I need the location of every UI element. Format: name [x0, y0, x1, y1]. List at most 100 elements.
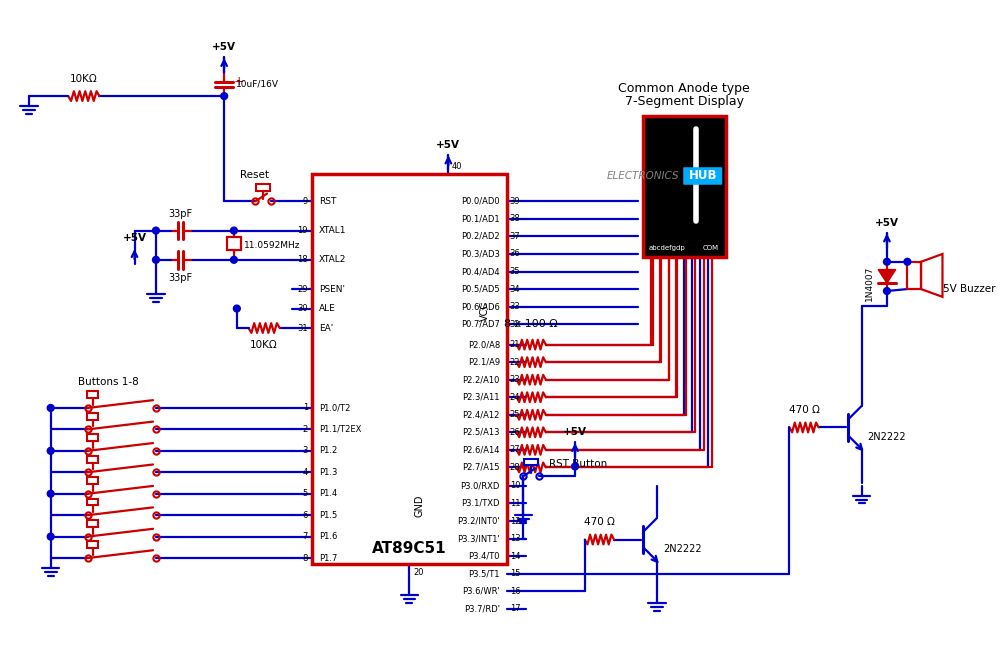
Text: 8: 8 — [303, 554, 308, 563]
Bar — [227, 237, 241, 250]
Text: 2: 2 — [303, 425, 308, 434]
Text: 40: 40 — [451, 162, 462, 171]
Text: ALE: ALE — [319, 304, 335, 313]
Circle shape — [904, 258, 911, 265]
Text: P0.7/AD7: P0.7/AD7 — [461, 320, 500, 329]
Text: P0.4/AD4: P0.4/AD4 — [461, 267, 500, 276]
Text: 22: 22 — [510, 358, 520, 366]
Bar — [87, 413, 98, 420]
Text: P1.3: P1.3 — [319, 468, 337, 476]
Text: EA': EA' — [319, 324, 333, 333]
Text: abcdefgdp: abcdefgdp — [649, 245, 686, 251]
Text: 36: 36 — [510, 250, 520, 258]
Text: P2.1/A9: P2.1/A9 — [468, 358, 500, 366]
Text: 11: 11 — [510, 499, 520, 508]
Circle shape — [47, 405, 54, 411]
Text: 25: 25 — [510, 411, 520, 419]
Text: P2.0/A8: P2.0/A8 — [468, 340, 500, 349]
Bar — [87, 434, 98, 441]
Text: 21: 21 — [510, 340, 520, 349]
Text: 7: 7 — [303, 532, 308, 541]
Text: 8 x 100 Ω: 8 x 100 Ω — [504, 319, 558, 329]
Text: +5V: +5V — [563, 427, 587, 437]
Text: P2.6/A14: P2.6/A14 — [462, 445, 500, 454]
Text: PSEN': PSEN' — [319, 285, 345, 293]
Text: P1.0/T2: P1.0/T2 — [319, 403, 350, 413]
Text: 19: 19 — [297, 226, 308, 235]
Text: 23: 23 — [510, 375, 520, 384]
Text: P1.7: P1.7 — [319, 554, 337, 563]
Bar — [524, 459, 538, 465]
Text: P3.4/T0: P3.4/T0 — [468, 552, 500, 561]
Circle shape — [572, 463, 578, 470]
Text: VCC: VCC — [480, 301, 490, 320]
Bar — [87, 542, 98, 548]
Text: 2N2222: 2N2222 — [867, 432, 906, 442]
Text: 10uF/16V: 10uF/16V — [236, 80, 279, 89]
Text: P3.7/RD': P3.7/RD' — [464, 604, 500, 614]
Text: 3: 3 — [303, 446, 308, 455]
Text: 33: 33 — [510, 302, 520, 311]
Text: P0.3/AD3: P0.3/AD3 — [461, 250, 500, 258]
Circle shape — [153, 227, 159, 234]
Text: Common Anode type: Common Anode type — [618, 82, 750, 95]
Bar — [907, 262, 921, 289]
Text: 17: 17 — [510, 604, 520, 614]
Text: HUB: HUB — [688, 169, 717, 183]
Text: 5V Buzzer: 5V Buzzer — [943, 284, 996, 294]
Text: 30: 30 — [297, 304, 308, 313]
Text: Reset: Reset — [240, 170, 269, 180]
Text: P1.4: P1.4 — [319, 489, 337, 498]
Circle shape — [233, 305, 240, 312]
Text: 9: 9 — [303, 197, 308, 206]
Bar — [87, 391, 98, 398]
Text: 15: 15 — [510, 569, 520, 578]
Text: 28: 28 — [510, 463, 520, 472]
Circle shape — [153, 256, 159, 263]
Text: 6: 6 — [303, 511, 308, 520]
Text: P2.4/A12: P2.4/A12 — [463, 411, 500, 419]
Text: P1.6: P1.6 — [319, 532, 337, 541]
Text: 32: 32 — [510, 320, 520, 329]
Text: 39: 39 — [510, 197, 520, 206]
Circle shape — [231, 227, 237, 234]
Text: 27: 27 — [510, 445, 520, 454]
Text: P3.0/RXD: P3.0/RXD — [461, 482, 500, 490]
Text: P3.5/T1: P3.5/T1 — [468, 569, 500, 578]
Text: P0.6/AD6: P0.6/AD6 — [461, 302, 500, 311]
Text: +5V: +5V — [436, 140, 460, 150]
Text: +: + — [234, 75, 245, 88]
Text: XTAL2: XTAL2 — [319, 255, 346, 264]
Circle shape — [884, 258, 890, 265]
Bar — [87, 456, 98, 463]
Text: 5: 5 — [303, 489, 308, 498]
Text: P1.2: P1.2 — [319, 446, 337, 455]
Text: P0.1/AD1: P0.1/AD1 — [461, 214, 500, 223]
Text: 34: 34 — [510, 285, 520, 293]
FancyBboxPatch shape — [683, 167, 722, 185]
Text: 24: 24 — [510, 393, 520, 402]
Bar — [312, 174, 507, 564]
Text: 1: 1 — [303, 403, 308, 413]
Text: 20: 20 — [413, 568, 424, 577]
Text: P3.3/INT1': P3.3/INT1' — [457, 534, 500, 543]
Text: RST: RST — [319, 197, 336, 206]
Circle shape — [47, 533, 54, 540]
Text: 7-Segment Display: 7-Segment Display — [625, 96, 744, 109]
Bar — [87, 499, 98, 505]
Text: P2.2/A10: P2.2/A10 — [463, 375, 500, 384]
Text: P1.1/T2EX: P1.1/T2EX — [319, 425, 361, 434]
Text: 14: 14 — [510, 552, 520, 561]
Text: 26: 26 — [510, 428, 520, 437]
Text: 38: 38 — [510, 214, 520, 223]
Text: XTAL1: XTAL1 — [319, 226, 346, 235]
Text: P0.2/AD2: P0.2/AD2 — [461, 232, 500, 241]
Text: 18: 18 — [297, 255, 308, 264]
Text: 10KΩ: 10KΩ — [70, 74, 98, 84]
Text: 4: 4 — [303, 468, 308, 476]
Text: 33pF: 33pF — [168, 209, 192, 219]
Bar — [87, 520, 98, 527]
Text: 29: 29 — [297, 285, 308, 293]
Text: RST Button: RST Button — [549, 459, 607, 469]
Polygon shape — [878, 270, 896, 283]
